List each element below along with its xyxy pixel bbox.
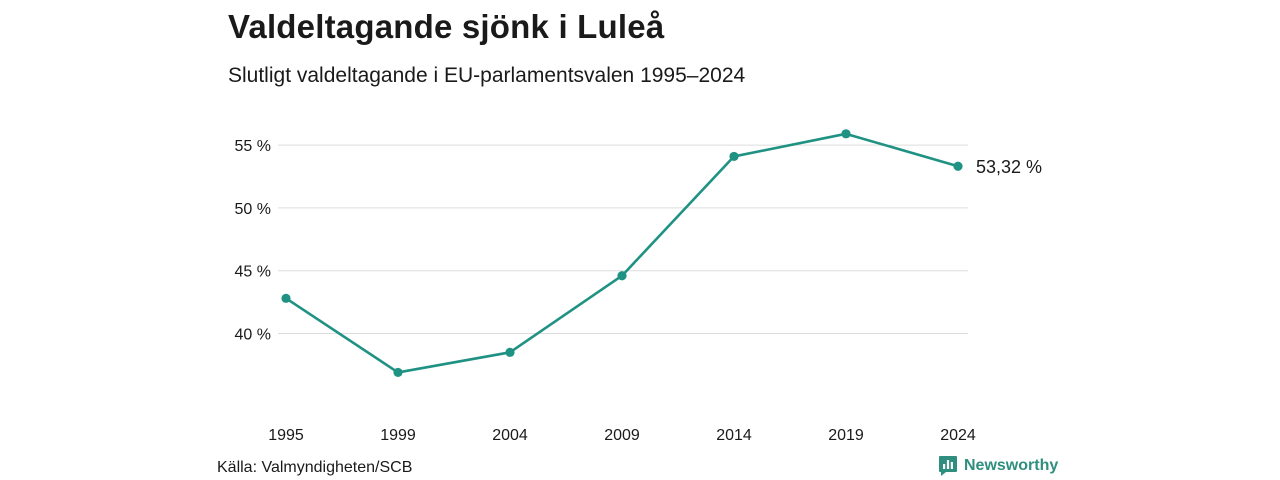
x-tick-label: 1999 — [380, 427, 416, 444]
brand-logo[interactable]: Newsworthy — [938, 455, 1058, 477]
y-tick-label: 40 % — [235, 326, 271, 343]
series-layer — [281, 129, 963, 378]
x-tick-label: 2019 — [828, 427, 864, 444]
data-labels: 53,32 % — [976, 157, 1042, 177]
end-value-label: 53,32 % — [976, 157, 1042, 177]
y-tick-label: 50 % — [235, 201, 271, 218]
newsworthy-chart-icon — [939, 456, 957, 476]
data-point[interactable] — [393, 367, 403, 378]
x-tick-label: 2024 — [940, 427, 976, 444]
data-point[interactable] — [505, 347, 515, 357]
y-axis-ticks: 40 % 45 % 50 % 55 % — [235, 138, 271, 343]
data-point[interactable] — [729, 151, 739, 162]
chart-title: Valdeltagande sjönk i Luleå — [228, 8, 665, 45]
data-point[interactable] — [841, 129, 851, 139]
chart-subtitle: Slutligt valdeltagande i EU-parlamentsva… — [228, 64, 746, 87]
x-tick-label: 2004 — [492, 427, 528, 444]
x-tick-label: 2009 — [604, 427, 640, 444]
data-point[interactable] — [953, 161, 963, 171]
series-line — [284, 132, 960, 374]
source-note: Källa: Valmyndigheten/SCB — [217, 459, 413, 476]
x-axis-ticks: 1995 1999 2004 2009 2014 2019 2024 — [268, 427, 976, 444]
gridlines — [278, 144, 968, 334]
y-tick-label: 55 % — [235, 138, 271, 155]
brand-name: Newsworthy — [964, 457, 1059, 474]
y-tick-label: 45 % — [235, 264, 271, 281]
data-point[interactable] — [617, 271, 627, 281]
data-point[interactable] — [281, 293, 291, 303]
x-tick-label: 2014 — [716, 427, 752, 444]
x-tick-label: 1995 — [268, 427, 304, 444]
